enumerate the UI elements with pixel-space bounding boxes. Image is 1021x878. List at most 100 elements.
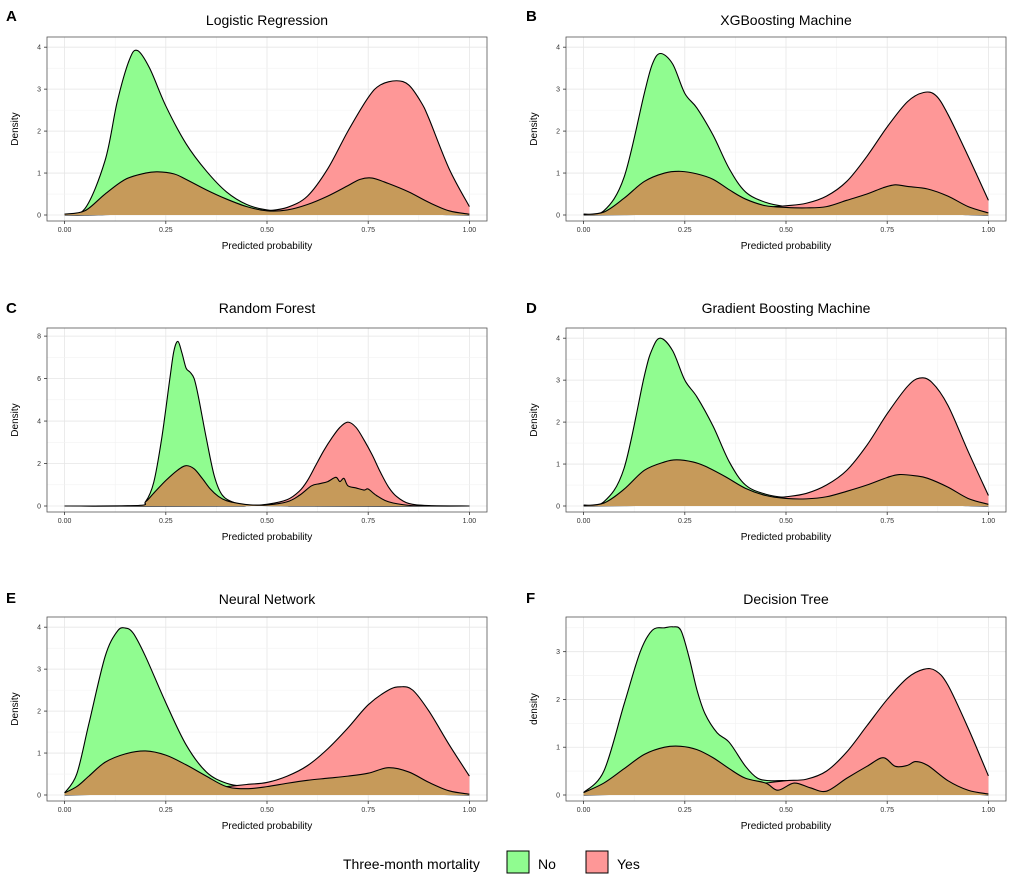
x-axis-title: Predicted probability xyxy=(222,241,313,252)
density-line-overlap xyxy=(64,750,470,795)
panel-a: A Logistic Regression 0.00 0.25 0.50 0.75 1.00… xyxy=(6,8,488,252)
y-tick-label: 0 xyxy=(556,504,560,511)
panel-d: D Gradient Boosting Machine 0.00 0.25 0.50 0.… xyxy=(526,300,1007,543)
density-area-overlap xyxy=(583,459,989,506)
panel-title: Random Forest xyxy=(219,300,316,316)
density-area-no xyxy=(64,341,470,507)
x-axis-title: Predicted probability xyxy=(741,821,832,832)
panel-letter: A xyxy=(6,8,17,25)
x-axis-title: Predicted probability xyxy=(741,241,832,252)
y-tick-label: 3 xyxy=(556,87,560,94)
y-tick-label: 3 xyxy=(556,378,560,385)
panel-c: C Random Forest 0.00 0.25 0.50 0.75 1.00 0 2 4 6 8 P… xyxy=(6,300,488,543)
panel-title: Gradient Boosting Machine xyxy=(702,300,871,316)
density-line-overlap xyxy=(64,465,470,507)
y-tick-label: 1 xyxy=(556,745,560,752)
x-tick-label: 0.50 xyxy=(260,518,274,525)
x-axis-title: Predicted probability xyxy=(741,532,832,543)
y-tick-label: 2 xyxy=(37,461,41,468)
y-axis-title: Density xyxy=(529,403,540,436)
y-tick-label: 0 xyxy=(37,504,41,511)
density-line-overlap xyxy=(64,171,470,215)
density-area-overlap xyxy=(64,465,470,507)
panel-f: F Decision Tree 0.00 0.25 0.50 0.75 1.00 0 1 2 3 Pr… xyxy=(526,590,1007,832)
x-tick-label: 0.00 xyxy=(577,807,591,814)
y-tick-label: 0 xyxy=(37,793,41,800)
y-tick-label: 2 xyxy=(556,129,560,136)
panel-letter: D xyxy=(526,300,537,317)
x-tick-label: 0.00 xyxy=(577,518,591,525)
x-tick-label: 1.00 xyxy=(463,518,477,525)
y-axis-title: Density xyxy=(10,403,21,436)
panel-title: Logistic Regression xyxy=(206,12,328,28)
x-tick-label: 1.00 xyxy=(982,807,996,814)
panel-letter: F xyxy=(526,590,535,607)
x-tick-label: 0.25 xyxy=(159,518,173,525)
x-tick-label: 1.00 xyxy=(463,227,477,234)
density-area-yes xyxy=(64,686,470,795)
legend-key-no xyxy=(506,850,530,874)
y-tick-label: 4 xyxy=(37,625,41,632)
density-area-yes xyxy=(583,377,989,506)
density-area-yes xyxy=(64,422,470,507)
legend-key-yes xyxy=(585,850,609,874)
panel-letter: E xyxy=(6,590,16,607)
x-tick-label: 0.75 xyxy=(361,807,375,814)
y-tick-label: 4 xyxy=(556,45,560,52)
x-tick-label: 0.00 xyxy=(58,518,72,525)
y-tick-label: 4 xyxy=(37,45,41,52)
density-area-yes xyxy=(583,91,989,215)
y-axis-title: Density xyxy=(529,112,540,145)
density-line-yes xyxy=(64,421,470,507)
x-axis-title: Predicted probability xyxy=(222,532,313,543)
y-tick-label: 3 xyxy=(556,649,560,656)
x-tick-label: 0.75 xyxy=(361,518,375,525)
x-tick-label: 0.75 xyxy=(361,227,375,234)
legend-label-no: No xyxy=(538,856,556,872)
panel-letter: B xyxy=(526,8,537,25)
panel-title: XGBoosting Machine xyxy=(720,12,852,28)
x-tick-label: 1.00 xyxy=(982,518,996,525)
x-tick-label: 0.50 xyxy=(260,227,274,234)
y-tick-label: 0 xyxy=(37,213,41,220)
density-area-no xyxy=(64,627,470,795)
y-tick-label: 1 xyxy=(556,462,560,469)
panel-title: Decision Tree xyxy=(743,591,829,607)
x-tick-label: 0.75 xyxy=(880,518,894,525)
x-tick-label: 0.50 xyxy=(779,518,793,525)
legend-title: Three-month mortality xyxy=(343,856,480,872)
x-tick-label: 0.25 xyxy=(678,227,692,234)
density-line-overlap xyxy=(583,745,989,795)
x-tick-label: 0.00 xyxy=(58,227,72,234)
y-axis-title: density xyxy=(529,693,540,725)
y-tick-label: 4 xyxy=(556,336,560,343)
legend-label-yes: Yes xyxy=(617,856,640,872)
x-tick-label: 0.00 xyxy=(58,807,72,814)
x-tick-label: 1.00 xyxy=(982,227,996,234)
density-area-overlap xyxy=(64,171,470,215)
y-axis-title: Density xyxy=(10,112,21,145)
panel-title: Neural Network xyxy=(219,591,316,607)
x-tick-label: 0.50 xyxy=(779,807,793,814)
density-area-overlap xyxy=(64,750,470,795)
y-tick-label: 1 xyxy=(37,751,41,758)
x-axis-title: Predicted probability xyxy=(222,821,313,832)
y-tick-label: 2 xyxy=(556,420,560,427)
density-line-overlap xyxy=(583,170,989,216)
x-tick-label: 0.25 xyxy=(159,227,173,234)
density-line-overlap xyxy=(583,459,989,507)
x-tick-label: 0.75 xyxy=(880,807,894,814)
y-tick-label: 0 xyxy=(556,793,560,800)
panel-b: B XGBoosting Machine 0.00 0.25 0.50 0.75 1.00 0… xyxy=(526,8,1007,252)
x-tick-label: 0.25 xyxy=(159,807,173,814)
y-tick-label: 3 xyxy=(37,667,41,674)
y-tick-label: 2 xyxy=(37,709,41,716)
x-tick-label: 0.25 xyxy=(678,518,692,525)
y-tick-label: 1 xyxy=(37,171,41,178)
y-tick-label: 3 xyxy=(37,87,41,94)
x-tick-label: 0.25 xyxy=(678,807,692,814)
y-axis-title: Density xyxy=(10,692,21,725)
x-tick-label: 1.00 xyxy=(463,807,477,814)
y-tick-label: 6 xyxy=(37,376,41,383)
